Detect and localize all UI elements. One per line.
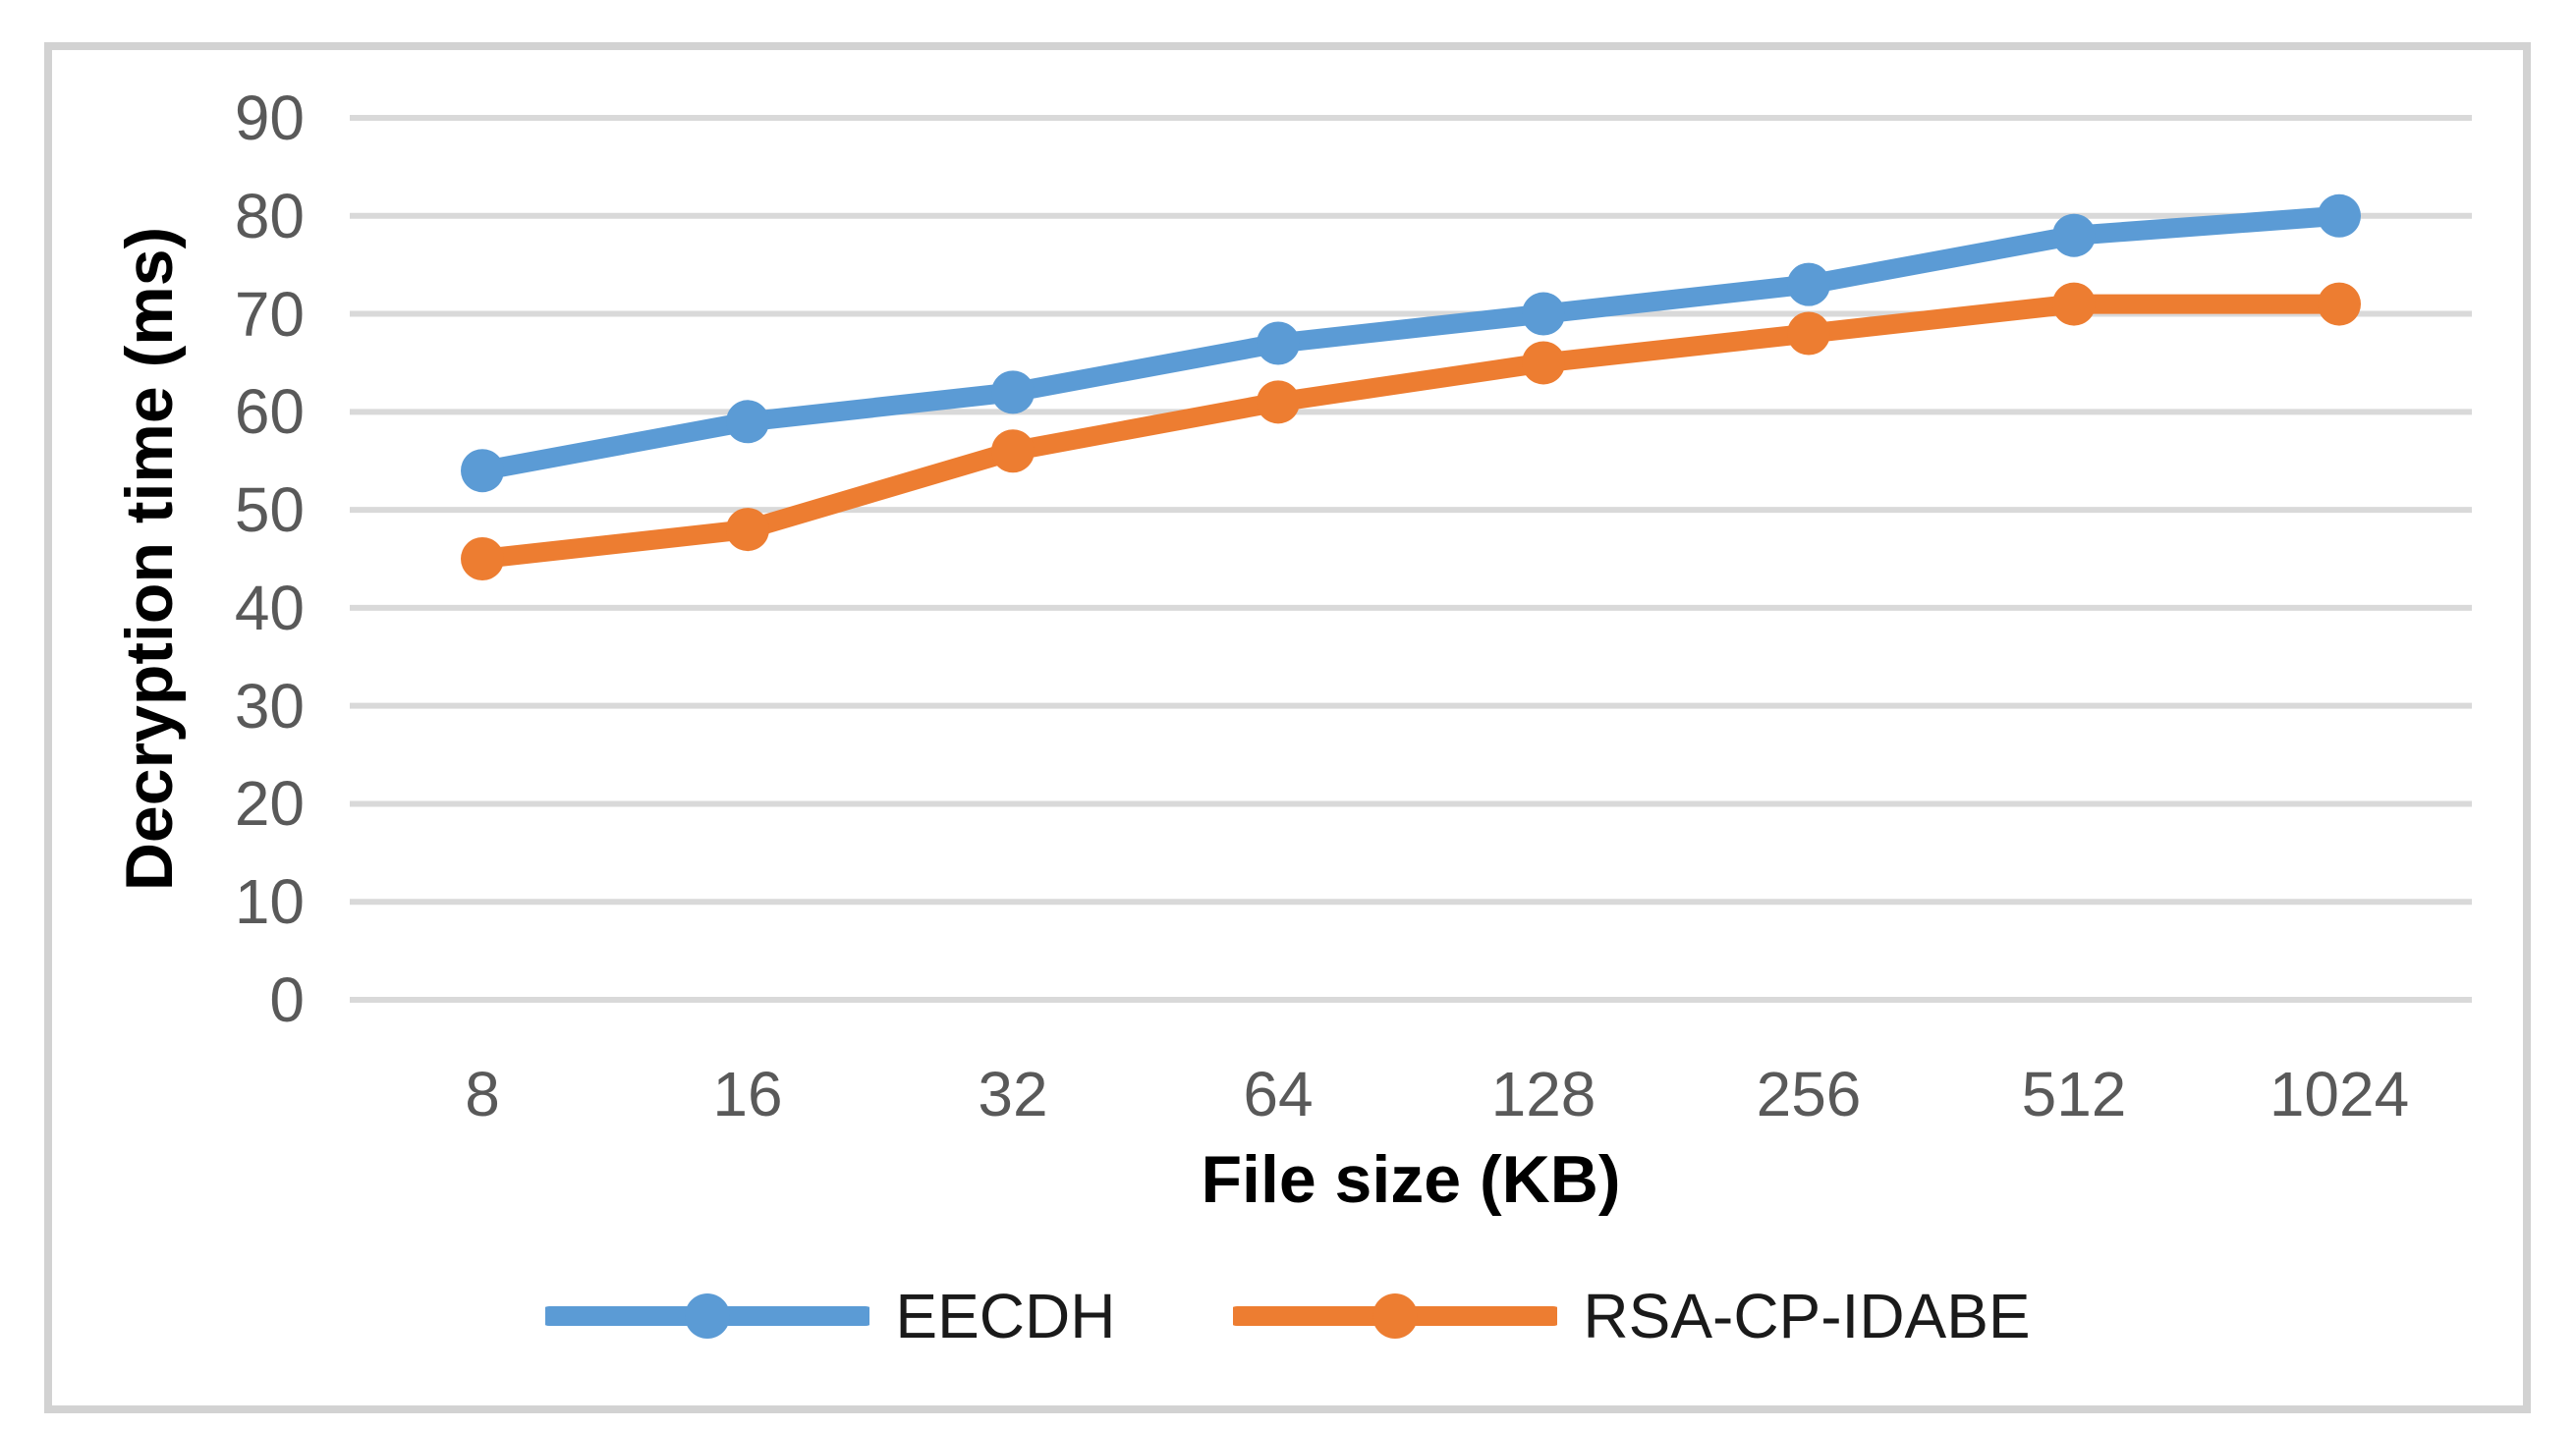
y-tick-label-50: 50 — [234, 474, 305, 546]
legend: EECDH RSA-CP-IDABE — [52, 1272, 2524, 1360]
y-tick-label-10: 10 — [234, 866, 305, 938]
x-tick-label-256: 256 — [1756, 1059, 1862, 1129]
x-tick-label-8: 8 — [465, 1059, 500, 1129]
data-point-eecdh-512 — [2052, 213, 2096, 257]
y-tick-label-0: 0 — [269, 964, 305, 1035]
data-point-eecdh-32 — [991, 370, 1035, 414]
legend-item-eecdh: EECDH — [545, 1272, 1115, 1360]
data-point-rsa-cp-idabe-64 — [1257, 380, 1300, 424]
data-point-rsa-cp-idabe-32 — [991, 429, 1035, 473]
data-point-rsa-cp-idabe-16 — [726, 508, 769, 552]
y-tick-label-90: 90 — [234, 82, 305, 153]
x-tick-label-1024: 1024 — [2268, 1059, 2410, 1129]
x-tick-label-64: 64 — [1243, 1059, 1314, 1129]
y-tick-label-30: 30 — [234, 670, 305, 742]
data-point-eecdh-8 — [461, 449, 504, 493]
x-axis-title: File size (KB) — [1201, 1142, 1621, 1217]
data-point-rsa-cp-idabe-8 — [461, 537, 504, 580]
legend-item-rsa-cp-idabe: RSA-CP-IDABE — [1233, 1272, 2031, 1360]
data-point-eecdh-128 — [1522, 292, 1565, 336]
series-line-eecdh — [473, 205, 2349, 481]
chart-border — [44, 42, 2531, 1413]
series-line-rsa-cp-idabe — [473, 294, 2349, 569]
legend-label-rsa-cp-idabe: RSA-CP-IDABE — [1583, 1281, 2031, 1351]
x-tick-label-32: 32 — [978, 1059, 1048, 1129]
legend-marker-rsa-cp-idabe — [1233, 1293, 1558, 1339]
legend-dot-eecdh — [685, 1293, 731, 1339]
x-tick-label-512: 512 — [2021, 1059, 2127, 1129]
y-tick-label-20: 20 — [234, 768, 305, 840]
data-point-eecdh-64 — [1257, 321, 1300, 365]
y-tick-label-40: 40 — [234, 572, 305, 643]
data-point-rsa-cp-idabe-1024 — [2318, 282, 2361, 326]
y-tick-label-60: 60 — [234, 376, 305, 448]
y-tick-label-80: 80 — [234, 180, 305, 251]
data-point-eecdh-16 — [726, 400, 769, 444]
data-point-eecdh-256 — [1787, 262, 1830, 306]
legend-marker-eecdh — [545, 1293, 870, 1339]
x-tick-label-128: 128 — [1490, 1059, 1596, 1129]
y-axis-title: Decryption time (ms) — [112, 226, 187, 892]
data-point-rsa-cp-idabe-512 — [2052, 282, 2096, 326]
data-point-eecdh-1024 — [2318, 193, 2361, 238]
legend-label-eecdh: EECDH — [895, 1281, 1116, 1351]
legend-dot-rsa-cp-idabe — [1372, 1293, 1419, 1339]
y-tick-label-70: 70 — [234, 278, 305, 350]
x-tick-label-16: 16 — [712, 1059, 783, 1129]
data-point-rsa-cp-idabe-256 — [1787, 311, 1830, 356]
data-point-rsa-cp-idabe-128 — [1522, 341, 1565, 385]
